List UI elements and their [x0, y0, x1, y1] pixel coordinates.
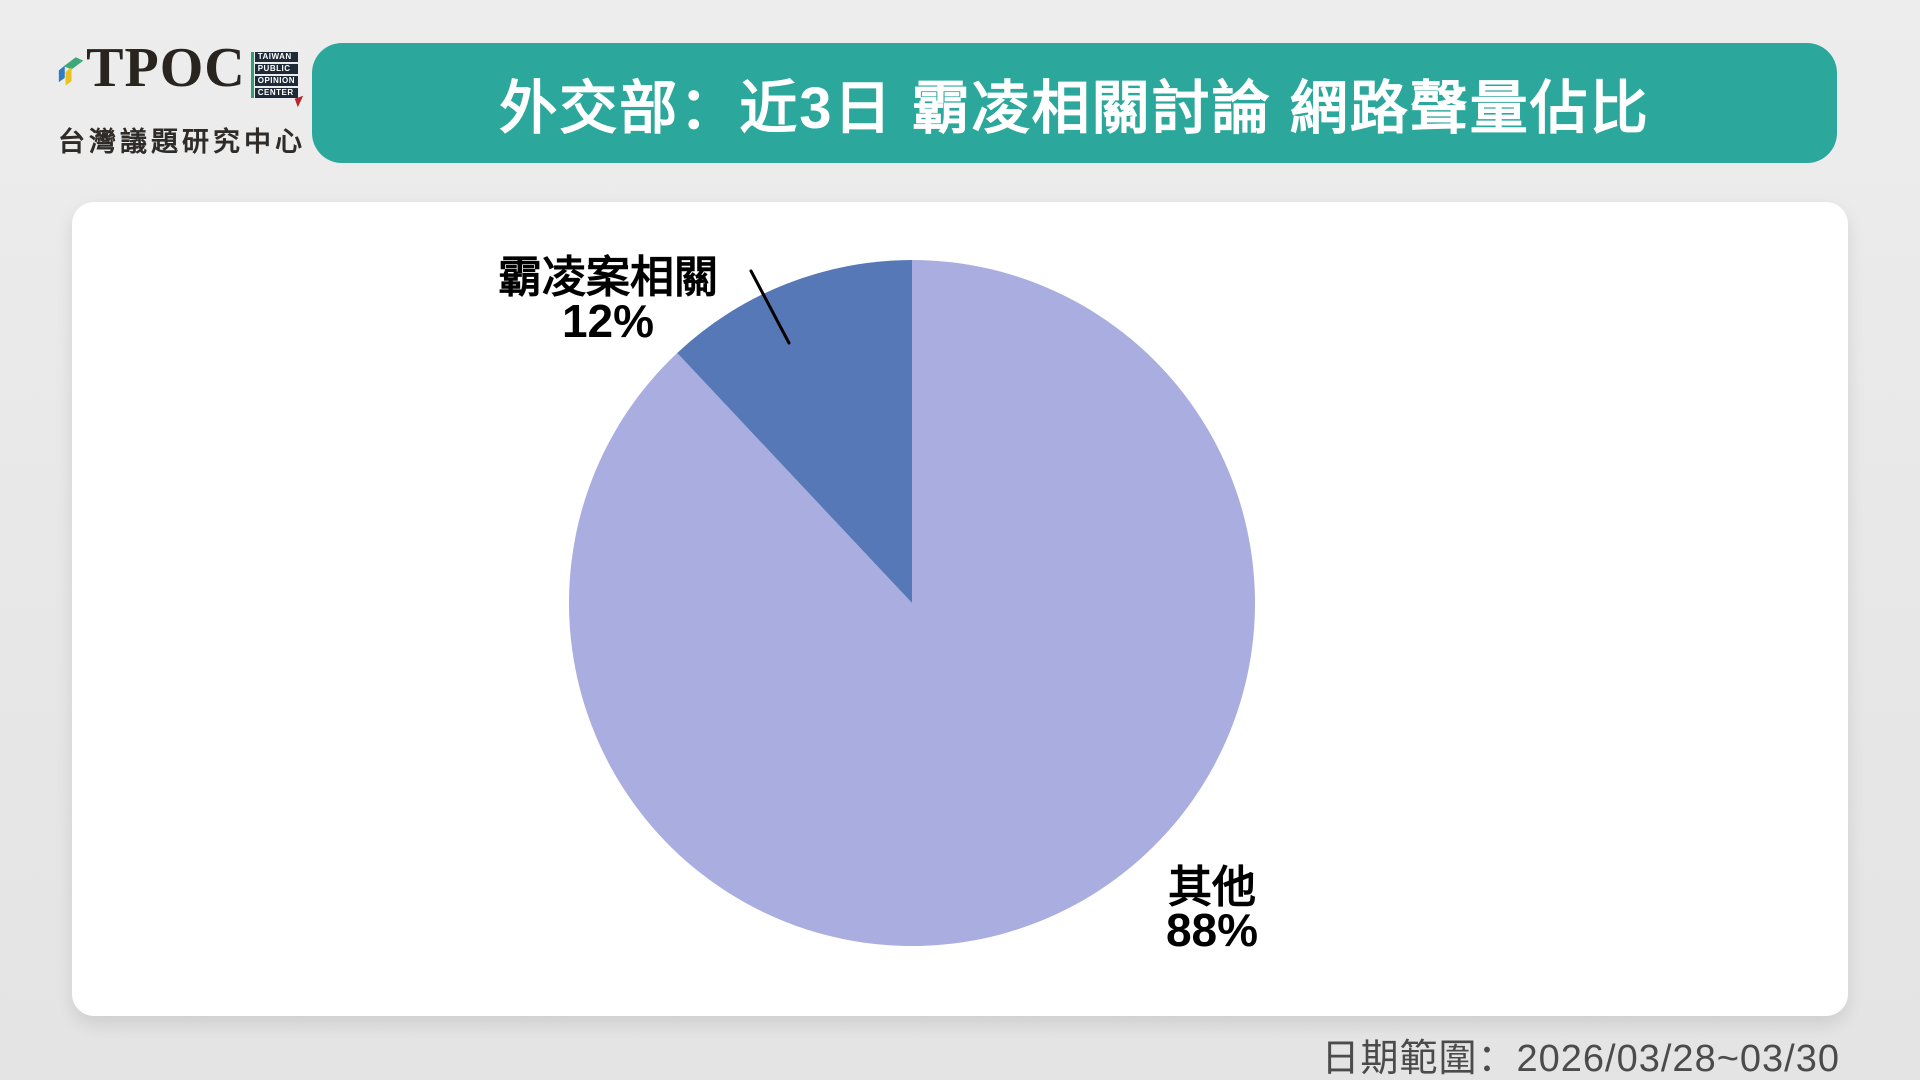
slice-value-bully: 12% — [561, 295, 655, 347]
tpoc-logo-icon — [58, 57, 84, 86]
slice-label-other: 其他 — [1168, 863, 1256, 912]
tpoc-logo: TPOC TAIWAN PUBLIC OPINION CENTER 台灣議題研究… — [58, 30, 307, 159]
logo-box-line: OPINION — [254, 76, 298, 86]
pie-chart — [569, 260, 1255, 946]
slice-value-other: 88% — [1165, 904, 1259, 956]
pie-slices — [569, 260, 1255, 946]
date-range-label: 日期範圍：2026/03/28~03/30 — [1321, 1038, 1840, 1080]
logo-red-flag-icon — [294, 95, 307, 108]
logo-cjk-name: 台灣議題研究中心 — [58, 127, 306, 157]
slice-label-bully: 霸凌案相關 — [498, 253, 718, 302]
leader-line — [749, 269, 791, 345]
logo-box-line: TAIWAN — [254, 52, 298, 62]
logo-subtitle-boxes: TAIWAN PUBLIC OPINION CENTER — [250, 52, 307, 108]
page-title: 外交部：近3日 霸凌相關討論 網路聲量佔比 — [499, 76, 1650, 141]
logo-brand-text: TPOC — [86, 37, 246, 99]
logo-box-line: PUBLIC — [254, 64, 298, 74]
pie-slice-0 — [569, 260, 1255, 946]
header-bar: 外交部：近3日 霸凌相關討論 網路聲量佔比 — [312, 43, 1837, 163]
pie-slice-1 — [677, 260, 912, 603]
logo-box-line: CENTER — [254, 88, 298, 98]
